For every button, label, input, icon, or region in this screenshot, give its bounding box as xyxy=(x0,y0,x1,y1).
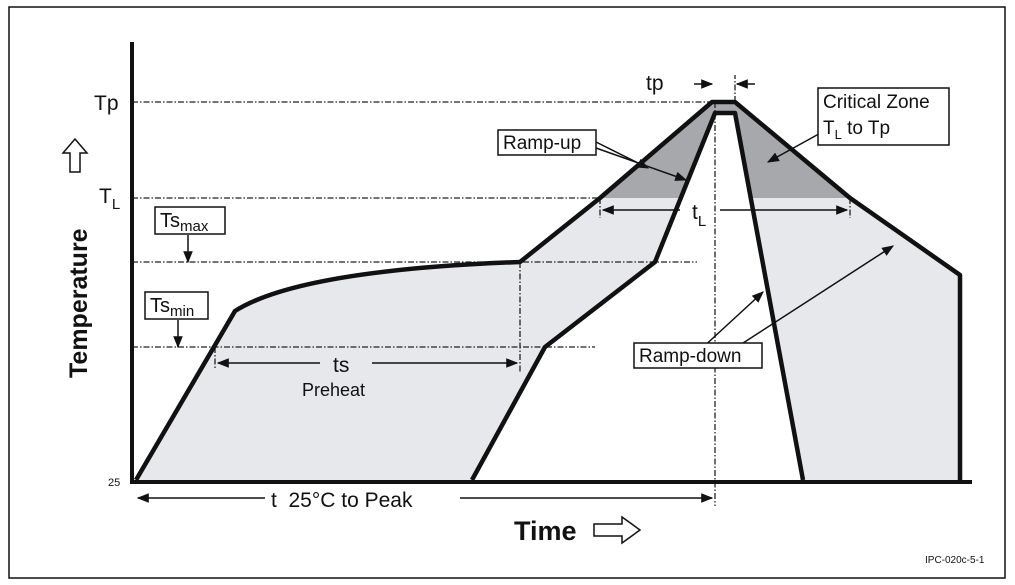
tp-label: Tp xyxy=(94,92,119,115)
critical-pointer xyxy=(766,129,827,163)
figure-id: IPC-020c-5-1 xyxy=(925,555,985,566)
t-to-peak-label: t 25°C to Peak xyxy=(271,489,413,512)
frame xyxy=(8,6,1006,579)
tsmax-box xyxy=(154,206,226,235)
y-axis-label: Temperature xyxy=(65,228,93,378)
critical-zone-box xyxy=(817,87,950,146)
inner-profile xyxy=(470,110,806,482)
outer-profile xyxy=(134,99,963,482)
tp-duration: tp xyxy=(646,72,664,95)
ts-duration: ts xyxy=(333,354,349,377)
y-axis-arrow xyxy=(61,137,89,173)
tsmax-label: Tsmax xyxy=(160,210,209,235)
base-label: 25 xyxy=(108,477,120,489)
tsmin-box xyxy=(144,291,209,320)
ramp-up-label: Ramp-up xyxy=(503,133,581,154)
ramp-down-box xyxy=(633,342,763,369)
preheat-label: Preheat xyxy=(302,380,365,400)
critical-zone-range: TL to Tp xyxy=(823,118,890,142)
tsmin-label: Tsmin xyxy=(150,295,194,320)
critical-zone-label: Critical Zone xyxy=(823,92,930,113)
tl-duration: tL xyxy=(692,201,706,230)
tl-label: TL xyxy=(99,185,120,213)
ramp-down-pointer-1 xyxy=(699,291,764,351)
ramp-up-box xyxy=(497,129,597,156)
ramp-down-pointer-2 xyxy=(739,245,895,346)
x-axis-label: Time xyxy=(514,516,577,546)
inner-gap xyxy=(472,113,803,480)
ramp-down-label: Ramp-down xyxy=(639,346,741,367)
x-axis-arrow xyxy=(593,515,642,545)
ramp-up-pointer-2 xyxy=(595,147,688,181)
